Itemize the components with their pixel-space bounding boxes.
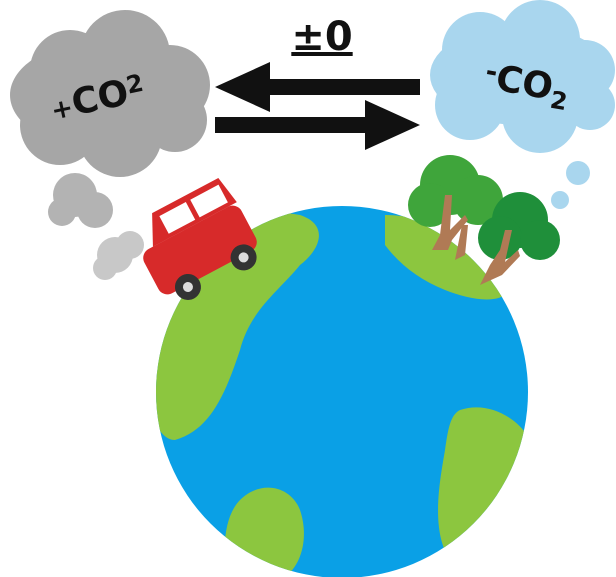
smoke-puffs [93,231,144,280]
car [143,177,257,300]
absorption-label: -CO2 [481,54,573,116]
emission-label: +CO2 [47,69,149,129]
arrow-right [215,100,420,150]
balance-label: ±0 [291,14,352,60]
emission-cloud [10,10,210,177]
absorption-cloud [430,0,615,153]
cloud-puff [566,161,590,185]
trees [408,155,560,285]
arrow-left [215,62,420,112]
cloud-puff [551,191,569,209]
smoke-puffs [48,173,113,228]
